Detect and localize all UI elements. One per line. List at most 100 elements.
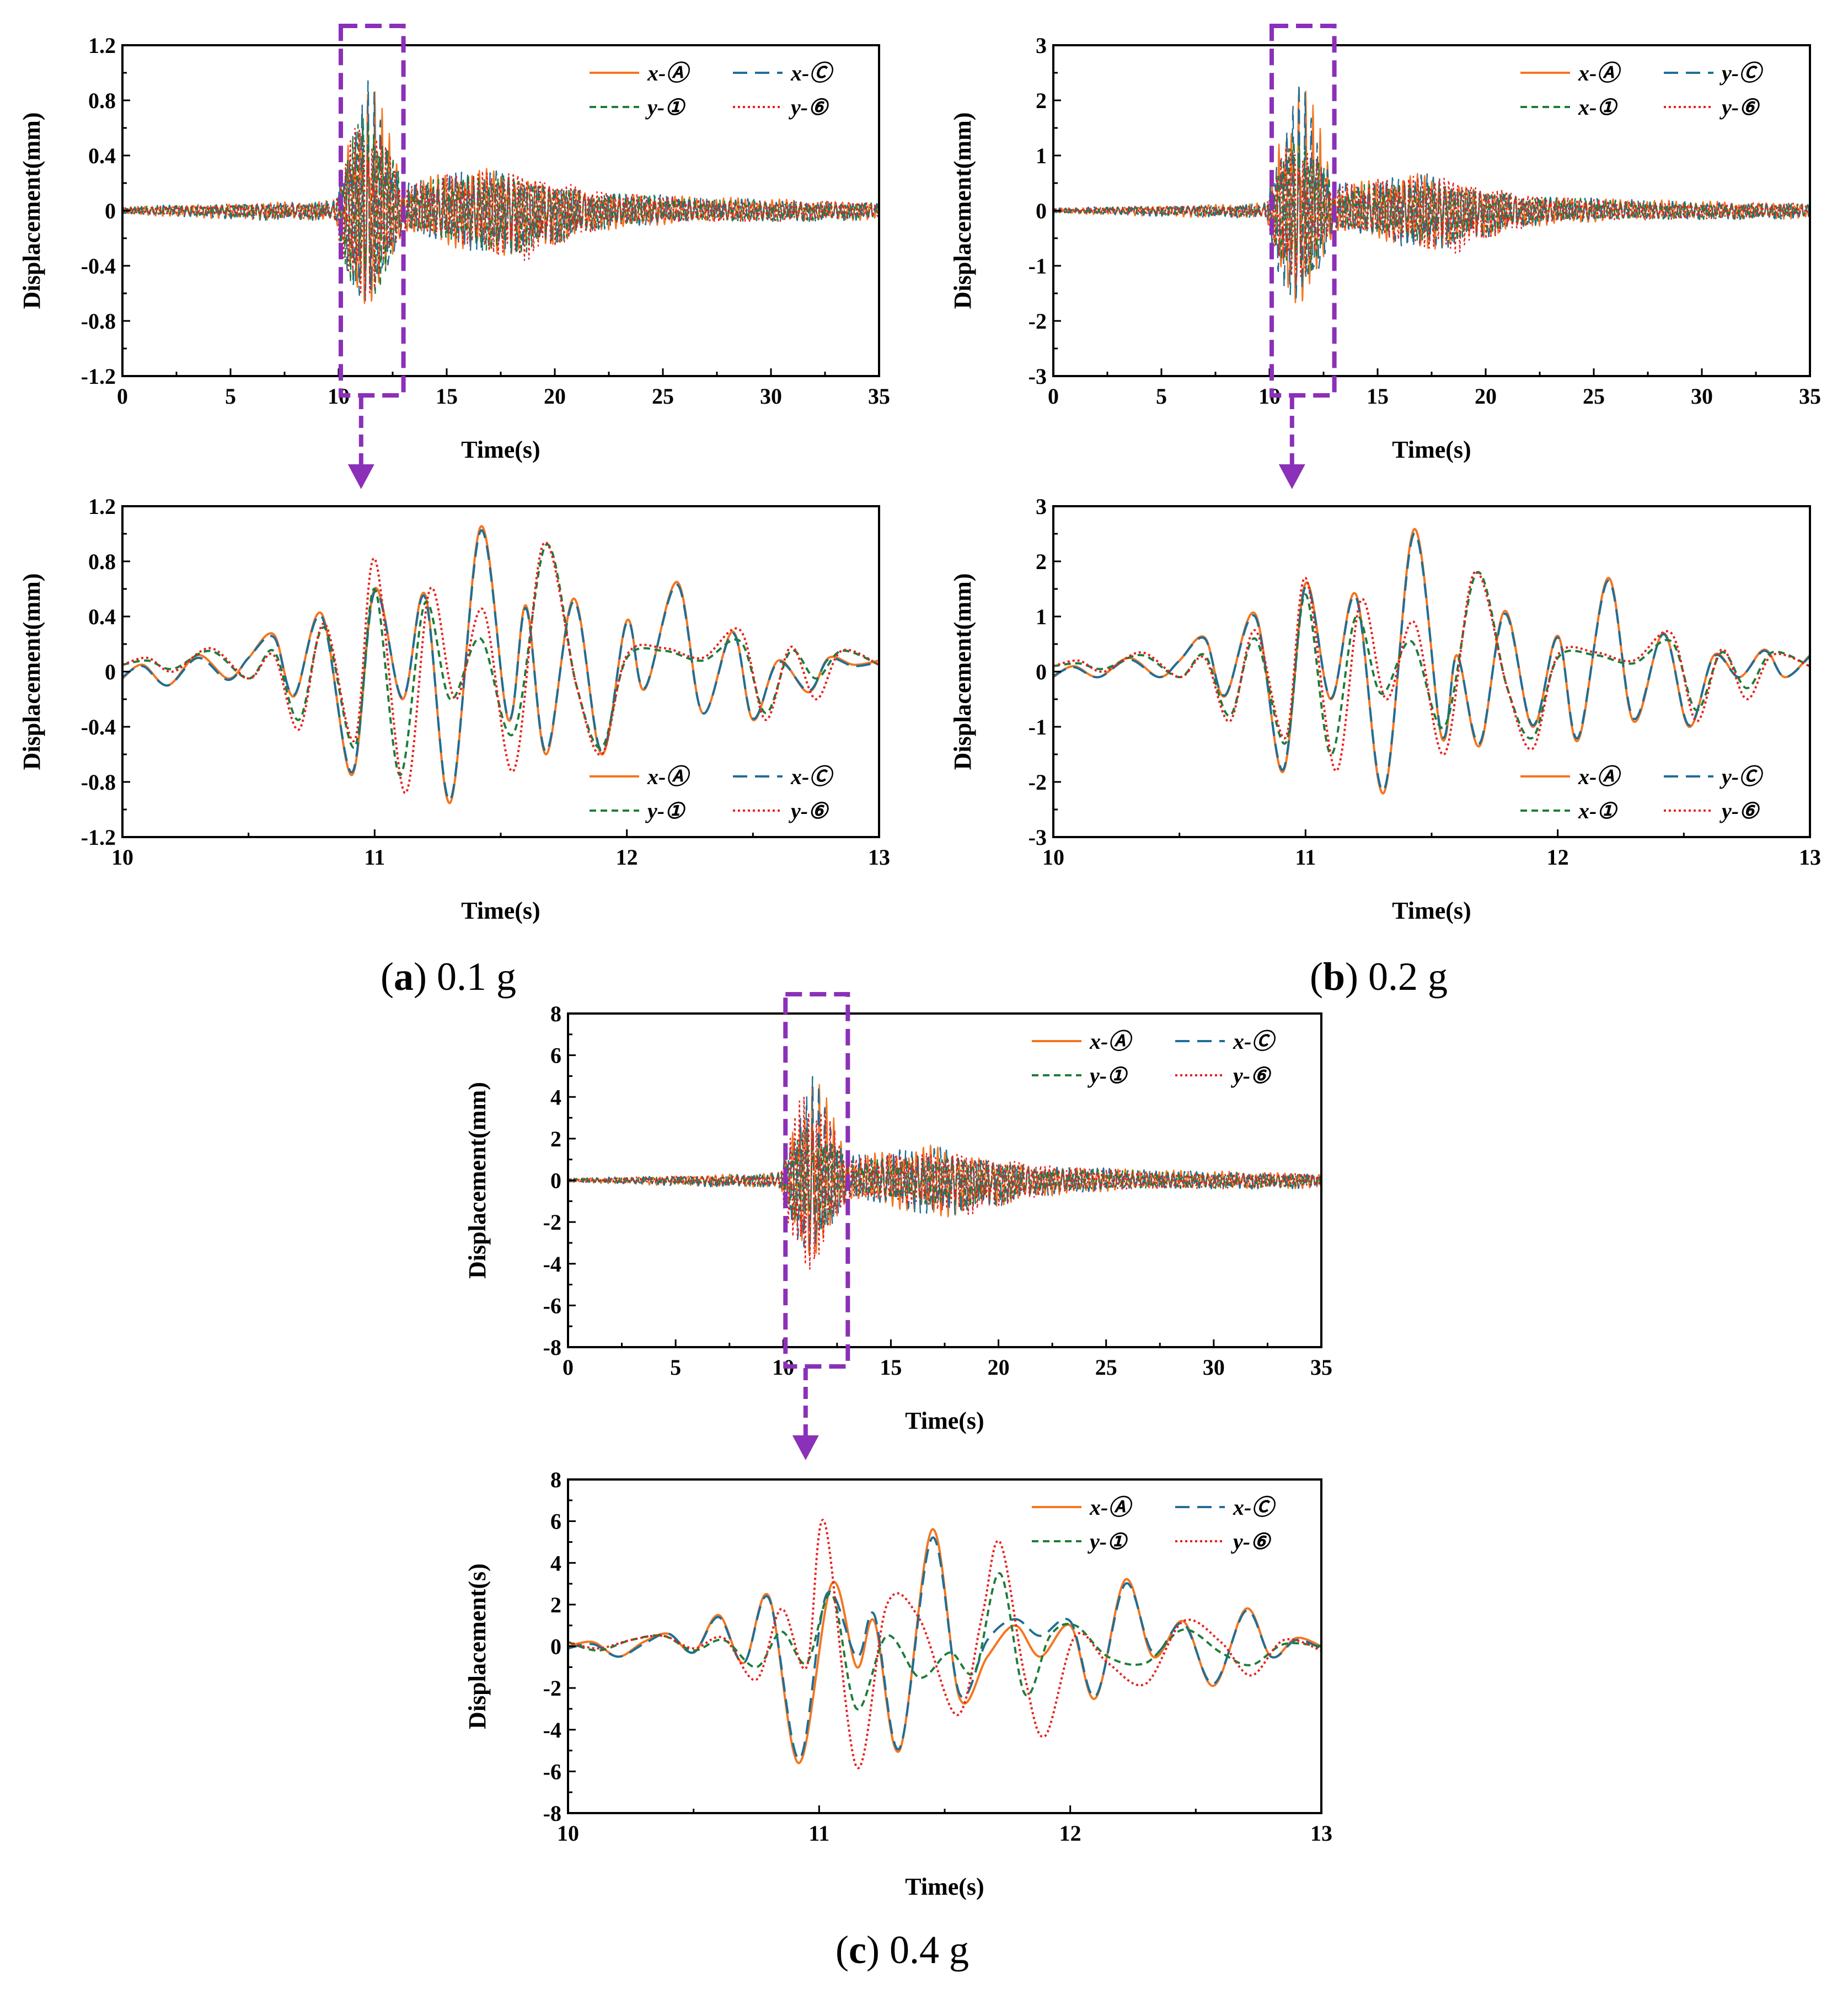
- y-tick-label: 2: [550, 1127, 561, 1151]
- y-tick-label: 0: [550, 1168, 561, 1193]
- series-line-y-6: [568, 1096, 1321, 1270]
- y-tick-label: 2: [1036, 549, 1047, 574]
- legend-label: x-①: [1578, 95, 1618, 120]
- series-line-y-6: [1053, 570, 1810, 773]
- y-tick-label: 0.4: [88, 604, 116, 629]
- legend-label: y-⑥: [1231, 1529, 1272, 1554]
- legend: x-Ⓐ x-Ⓒ y-① y-⑥: [590, 764, 834, 823]
- legend-label: y-①: [1088, 1529, 1128, 1554]
- chart-a-zoom: 10 11 12 13 -1.2 -0.8 -0.4 0 0.4 0.8 1.2 Time(s) Dis…: [18, 494, 890, 924]
- x-tick-label: 30: [1691, 384, 1713, 409]
- y-axis-label: Displacement(s): [464, 1563, 491, 1729]
- x-axis-label: Time(s): [1392, 436, 1471, 463]
- x-tick-label: 11: [808, 1821, 829, 1846]
- x-tick-label: 15: [436, 384, 458, 409]
- series-line-x-C: [568, 1536, 1321, 1760]
- x-tick-label: 10: [1042, 845, 1064, 870]
- series-group: [1053, 83, 1810, 304]
- x-tick-label: 10: [557, 1821, 579, 1846]
- chart-b-full: 0 5 10 15 20 25 30 35-3-2-10123Time(s)Displacem…: [949, 33, 1821, 463]
- y-tick-label: 0.8: [88, 549, 116, 574]
- legend-label: y-⑥: [1231, 1063, 1272, 1088]
- series-group: [122, 80, 879, 304]
- x-tick-label: 13: [1799, 845, 1821, 870]
- y-tick-label: -6: [543, 1759, 561, 1784]
- legend-label: x-Ⓐ: [1578, 61, 1622, 85]
- x-axis-label: Time(s): [905, 1873, 984, 1900]
- x-tick-label: 20: [988, 1355, 1010, 1380]
- x-tick-label: 5: [670, 1355, 681, 1380]
- legend-label: x-①: [1578, 798, 1618, 823]
- y-tick-label: 1.2: [88, 494, 116, 519]
- y-tick-label: -0.4: [81, 715, 116, 739]
- x-tick-label: 12: [616, 845, 638, 870]
- x-tick-label: 15: [880, 1355, 902, 1380]
- x-axis-label: Time(s): [461, 897, 540, 924]
- series-line-y-6: [122, 541, 879, 795]
- y-tick-label: -1: [1029, 715, 1047, 739]
- legend-label: x-Ⓐ: [1089, 1495, 1133, 1520]
- x-tick-label: 20: [544, 384, 566, 409]
- legend-label: y-①: [645, 95, 686, 120]
- x-tick-label: 30: [760, 384, 782, 409]
- x-tick-label: 35: [868, 384, 890, 409]
- legend-label: x-Ⓐ: [647, 61, 691, 85]
- y-tick-label: -4: [543, 1718, 561, 1743]
- x-tick-label: 0: [1048, 384, 1059, 409]
- chart-c-full: 0 5 10 15 20 25 30 35-8-6-4-202468Time(s)Displa…: [464, 1001, 1332, 1434]
- caption-c-letter: c: [849, 1928, 866, 1972]
- legend-label: y-Ⓒ: [1720, 764, 1764, 789]
- series-group: [568, 1076, 1321, 1270]
- y-tick-label: 0.8: [88, 88, 116, 113]
- y-tick-label: -1.2: [81, 825, 116, 850]
- legend: x-Ⓐ x-Ⓒ y-① y-⑥: [1032, 1495, 1277, 1554]
- zoom-box-c-full: [783, 992, 850, 1460]
- y-tick-label: 8: [550, 1467, 561, 1492]
- y-tick-label: 1: [1036, 143, 1047, 168]
- y-tick-label: -8: [543, 1801, 561, 1826]
- y-tick-label: -6: [543, 1293, 561, 1318]
- legend-label: x-Ⓒ: [1233, 1495, 1277, 1520]
- zoom-highlight-rect: [783, 992, 850, 1369]
- y-tick-label: 1: [1036, 604, 1047, 629]
- caption-b-letter: b: [1323, 955, 1345, 999]
- series-group: [568, 1519, 1321, 1770]
- x-tick-label: 25: [1095, 1355, 1117, 1380]
- x-axis-label: Time(s): [1392, 897, 1471, 924]
- x-tick-label: 10: [111, 845, 133, 870]
- zoom-arrow-head: [1278, 464, 1305, 489]
- chart-a-full: 0 5 10 15 20 25 30 35-1.2-0.8-0.400.40.81.2Time…: [18, 33, 890, 463]
- x-tick-label: 12: [1547, 845, 1569, 870]
- x-tick-label: 11: [364, 845, 385, 870]
- y-tick-label: -0.8: [81, 309, 116, 334]
- chart-panels: 0 5 10 15 20 25 30 35-1.2-0.8-0.400.40.81.2Time…: [18, 33, 1821, 1900]
- y-tick-label: 3: [1036, 494, 1047, 519]
- x-tick-label: 25: [652, 384, 674, 409]
- y-tick-label: -4: [543, 1252, 561, 1277]
- zoom-highlight-rect: [1270, 24, 1337, 398]
- x-tick-label: 15: [1367, 384, 1389, 409]
- chart-b-zoom: 10 11 12 13-3-2-10123Time(s)Displacement(mm…: [949, 494, 1821, 924]
- caption-a-letter: a: [394, 955, 414, 999]
- y-tick-label: 6: [550, 1043, 561, 1068]
- legend-label: y-①: [1088, 1063, 1128, 1088]
- zoom-arrow-head: [347, 464, 374, 489]
- legend-label: x-Ⓐ: [647, 764, 691, 789]
- x-tick-label: 5: [1156, 384, 1167, 409]
- y-tick-label: 2: [550, 1593, 561, 1617]
- legend-label: y-⑥: [789, 798, 829, 823]
- legend-label: x-Ⓒ: [1233, 1029, 1277, 1054]
- x-tick-label: 25: [1583, 384, 1605, 409]
- legend: x-Ⓐ y-Ⓒ x-① y-⑥: [1520, 764, 1764, 823]
- legend-label: y-⑥: [789, 95, 829, 120]
- legend: x-Ⓐ x-Ⓒ y-① y-⑥: [1032, 1029, 1277, 1088]
- series-line-x-A: [1053, 90, 1810, 304]
- series-group: [122, 525, 879, 804]
- series-line-y-1: [1053, 571, 1810, 756]
- series-group: [1053, 528, 1810, 795]
- series-line-y-6: [1053, 147, 1810, 285]
- x-tick-label: 0: [563, 1355, 574, 1380]
- x-tick-label: 13: [1310, 1821, 1332, 1846]
- legend-label: y-⑥: [1720, 95, 1760, 120]
- caption-a: (a) 0.1 g: [381, 955, 516, 999]
